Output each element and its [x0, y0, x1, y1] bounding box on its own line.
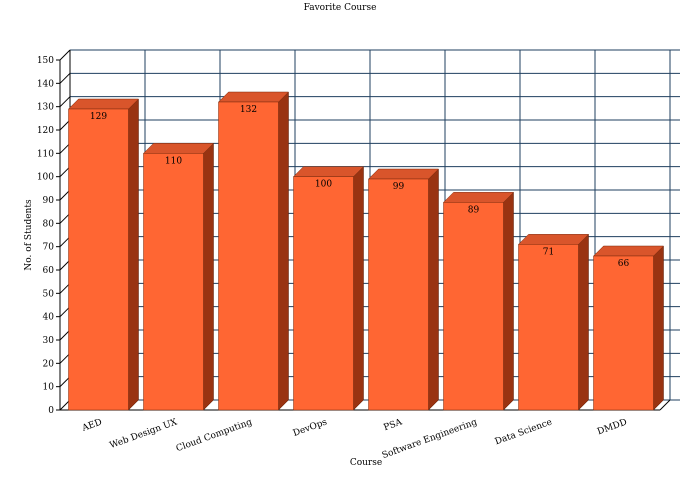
bar-top	[517, 234, 590, 245]
y-tick-label: 120	[37, 126, 54, 136]
bar-side	[653, 245, 664, 411]
x-tick-label: Cloud Computing	[175, 417, 254, 454]
bar-top	[292, 166, 365, 177]
bar	[443, 202, 504, 411]
y-tick-label: 130	[37, 103, 54, 113]
y-tick-label: 60	[43, 266, 55, 276]
y-tick-label: 110	[37, 149, 54, 159]
bar-side	[278, 91, 289, 411]
y-tick-label: 150	[37, 56, 54, 66]
y-tick-label: 40	[43, 313, 55, 323]
y-tick-label: 90	[43, 196, 55, 206]
bar-top	[592, 245, 665, 257]
bar	[368, 178, 429, 411]
grid-connector	[59, 72, 71, 84]
x-tick-label: DevOps	[292, 417, 329, 439]
y-tick-label: 10	[43, 383, 55, 393]
y-tick-label: 30	[43, 336, 55, 346]
y-tick-label: 0	[48, 406, 54, 416]
bar-side	[203, 142, 214, 411]
y-tick-label: 50	[43, 289, 55, 299]
x-tick-label: AED	[80, 417, 103, 434]
data-label: 129	[90, 112, 107, 122]
bar	[293, 176, 354, 411]
data-label: 89	[468, 205, 480, 215]
x-tick-label: Data Science	[494, 417, 554, 447]
x-tick-label: PSA	[383, 417, 404, 433]
grid-connector	[59, 49, 71, 61]
bar	[218, 101, 279, 411]
bar-side	[578, 233, 589, 411]
bar-series	[67, 91, 665, 411]
bar-side	[128, 98, 139, 411]
data-label: 71	[543, 247, 554, 257]
data-label: 110	[165, 156, 182, 166]
bar-side	[503, 191, 514, 411]
bar-top	[67, 98, 140, 110]
x-tick-label: Web Design UX	[108, 417, 179, 451]
data-label: 100	[315, 180, 332, 190]
y-tick-label: 140	[37, 79, 54, 89]
data-label: 66	[618, 259, 630, 269]
y-tick-label: 100	[37, 173, 54, 183]
bar-top	[367, 168, 440, 180]
bar-top	[442, 192, 515, 203]
floor-right-edge	[659, 399, 671, 411]
bar-top	[217, 91, 290, 103]
chart-title: Favorite Course	[304, 3, 377, 13]
y-axis-title: No. of Students	[24, 199, 34, 271]
grid-connector	[59, 96, 71, 108]
x-axis-title: Course	[350, 458, 382, 468]
bar-side	[428, 168, 439, 411]
bar	[68, 108, 129, 411]
x-tick-label: DMDD	[596, 417, 628, 437]
bar-side	[353, 166, 364, 411]
data-label: 99	[393, 182, 405, 192]
bar	[518, 244, 579, 411]
y-tick-label: 70	[43, 243, 55, 253]
data-label: 132	[240, 105, 257, 115]
bar	[593, 255, 654, 411]
bar	[143, 153, 204, 411]
bar-top	[142, 143, 215, 154]
y-tick-label: 20	[43, 359, 55, 369]
y-tick-label: 80	[43, 219, 55, 229]
